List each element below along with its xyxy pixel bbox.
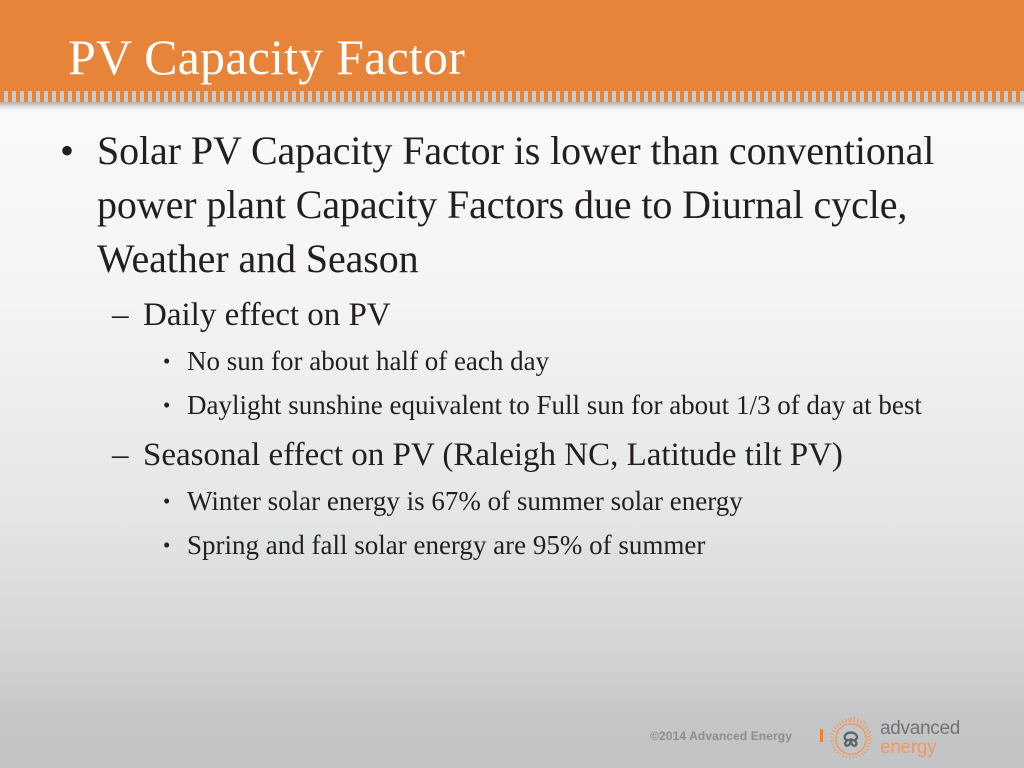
bullet-text: No sun for about half of each day	[187, 346, 550, 376]
advanced-energy-logo: advanced energy	[828, 714, 1010, 762]
logo-wordmark: advanced energy	[880, 719, 960, 757]
bullet-marker-dot-icon: •	[163, 349, 171, 373]
bullet-level3: • Spring and fall solar energy are 95% o…	[0, 524, 1024, 566]
bullet-marker-dash-icon: –	[112, 437, 129, 473]
slide-footer: ©2014 Advanced Energy	[0, 706, 1024, 768]
bullet-marker-dot-icon: •	[60, 128, 75, 173]
slide-body: • Solar PV Capacity Factor is lower than…	[0, 124, 1024, 566]
bullet-text: Winter solar energy is 67% of summer sol…	[187, 486, 743, 516]
bullet-level2: – Seasonal effect on PV (Raleigh NC, Lat…	[0, 432, 1024, 478]
page-title: PV Capacity Factor	[68, 29, 466, 85]
bullet-level1: • Solar PV Capacity Factor is lower than…	[0, 124, 1024, 286]
comb-teeth-icon	[0, 91, 1024, 102]
bullet-level3: • Daylight sunshine equivalent to Full s…	[0, 384, 1024, 426]
header-band	[0, 0, 1024, 97]
bullet-marker-dot-icon: •	[163, 393, 171, 417]
footer-divider	[820, 729, 823, 742]
copyright-text: ©2014 Advanced Energy	[650, 729, 792, 743]
bullet-text: Daily effect on PV	[143, 297, 391, 333]
sunburst-logo-icon	[828, 716, 874, 762]
logo-word-advanced: advanced	[880, 718, 961, 739]
bullet-text: Daylight sunshine equivalent to Full sun…	[187, 390, 922, 420]
bullet-level3: • No sun for about half of each day	[0, 340, 1024, 382]
bullet-marker-dot-icon: •	[163, 533, 171, 557]
bullet-text: Solar PV Capacity Factor is lower than c…	[97, 128, 935, 281]
bullet-marker-dash-icon: –	[112, 297, 129, 333]
bullet-text: Spring and fall solar energy are 95% of …	[187, 530, 706, 560]
bullet-text: Seasonal effect on PV (Raleigh NC, Latit…	[143, 437, 843, 473]
logo-word-energy: energy	[880, 737, 937, 758]
bullet-marker-dot-icon: •	[163, 489, 171, 513]
bullet-level3: • Winter solar energy is 67% of summer s…	[0, 480, 1024, 522]
comb-divider-shadow	[0, 102, 1024, 112]
bullet-level2: – Daily effect on PV	[0, 292, 1024, 338]
